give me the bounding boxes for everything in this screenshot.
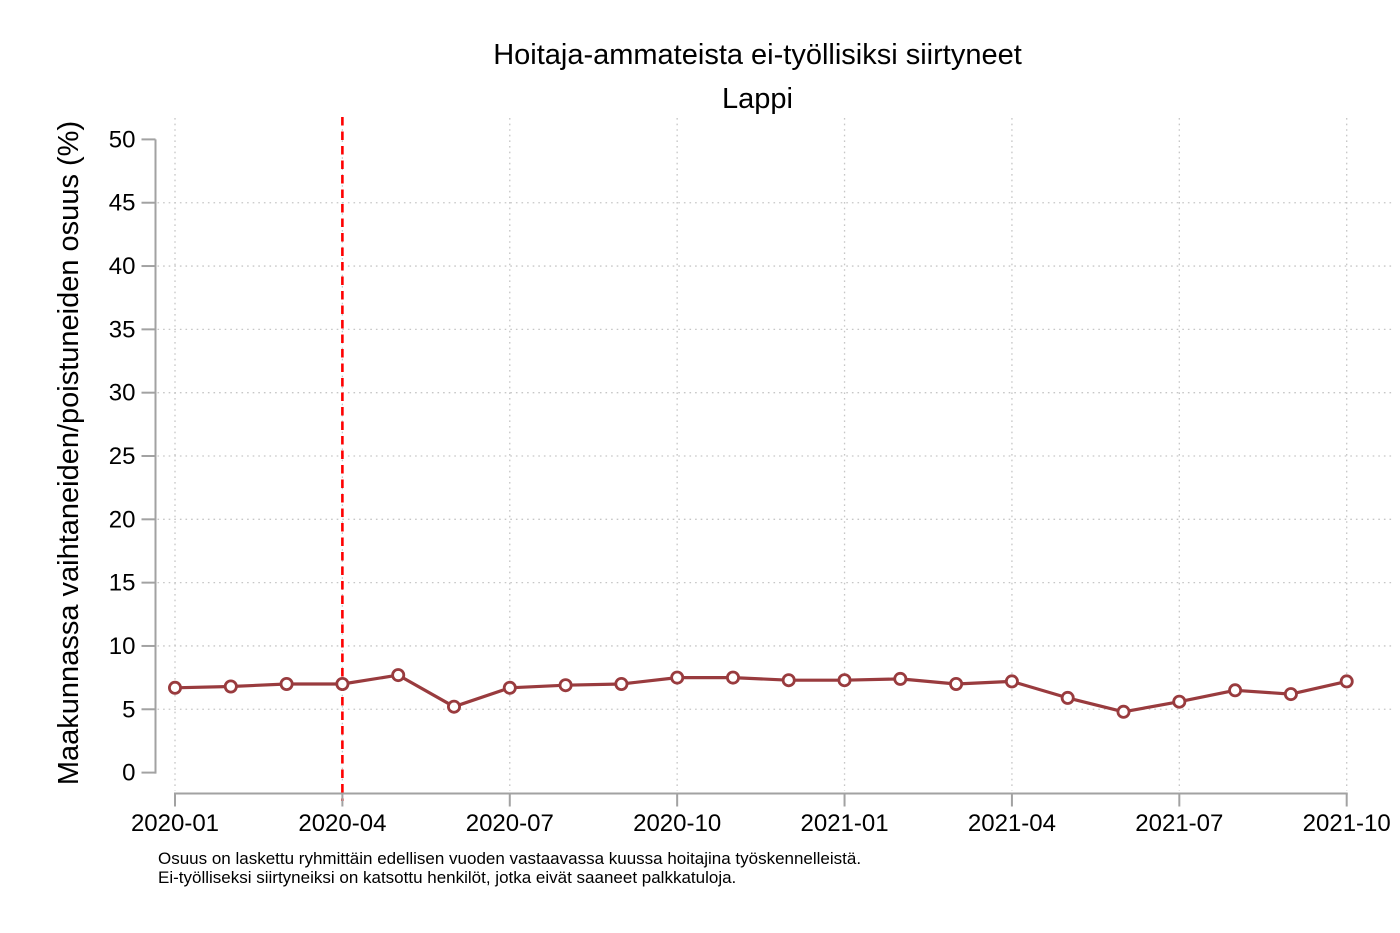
- x-tick-label: 2021-01: [801, 810, 889, 837]
- chart-title-block: Hoitaja-ammateista ei-työllisiksi siirty…: [155, 33, 1360, 121]
- data-line-lappi: [173, 673, 1349, 714]
- footnote-line-1: Osuus on laskettu ryhmittäin edellisen v…: [158, 849, 862, 868]
- data-point-marker: [1283, 687, 1298, 702]
- data-point-marker: [279, 677, 294, 692]
- data-point-marker: [670, 670, 685, 685]
- chart-title: Hoitaja-ammateista ei-työllisiksi siirty…: [493, 39, 1022, 71]
- y-tick-label: 0: [122, 760, 135, 787]
- data-point-marker: [1228, 683, 1243, 698]
- data-point-marker: [1004, 674, 1019, 689]
- data-point-marker: [949, 677, 964, 692]
- data-point-marker: [1172, 694, 1187, 709]
- data-point-marker: [837, 673, 852, 688]
- y-tick-label: 15: [109, 570, 136, 597]
- x-tick-label: 2021-10: [1303, 810, 1391, 837]
- data-point-marker: [614, 677, 629, 692]
- data-point-marker: [502, 680, 517, 695]
- data-point-marker: [391, 668, 406, 683]
- data-point-marker: [223, 679, 238, 694]
- y-tick-label: 40: [109, 253, 136, 280]
- data-point-marker: [1060, 690, 1075, 705]
- y-tick-label: 50: [109, 126, 136, 153]
- x-tick-label: 2021-04: [968, 810, 1056, 837]
- data-point-marker: [167, 680, 182, 695]
- x-tick-label: 2020-01: [131, 810, 219, 837]
- y-tick-label: 45: [109, 190, 136, 217]
- x-tick-label: 2020-10: [633, 810, 721, 837]
- y-tick-label: 35: [109, 316, 136, 343]
- chart-subtitle: Lappi: [722, 83, 793, 115]
- data-point-marker: [781, 673, 796, 688]
- y-tick-label: 25: [109, 443, 136, 470]
- data-point-marker: [726, 670, 741, 685]
- data-point-marker: [558, 678, 573, 693]
- data-point-marker: [1116, 704, 1131, 719]
- y-tick-label: 10: [109, 633, 136, 660]
- data-point-marker: [335, 677, 350, 692]
- y-tick-label: 30: [109, 380, 136, 407]
- y-tick-label: 20: [109, 506, 136, 533]
- data-point-marker: [893, 671, 908, 686]
- data-point-marker: [446, 699, 461, 714]
- data-point-marker: [1339, 674, 1354, 689]
- x-tick-label: 2020-04: [298, 810, 386, 837]
- y-tick-label: 5: [122, 696, 135, 723]
- footnote-line-2: Ei-työlliseksi siirtyneiksi on katsottu …: [158, 868, 737, 887]
- x-tick-label: 2021-07: [1135, 810, 1223, 837]
- x-tick-label: 2020-07: [466, 810, 554, 837]
